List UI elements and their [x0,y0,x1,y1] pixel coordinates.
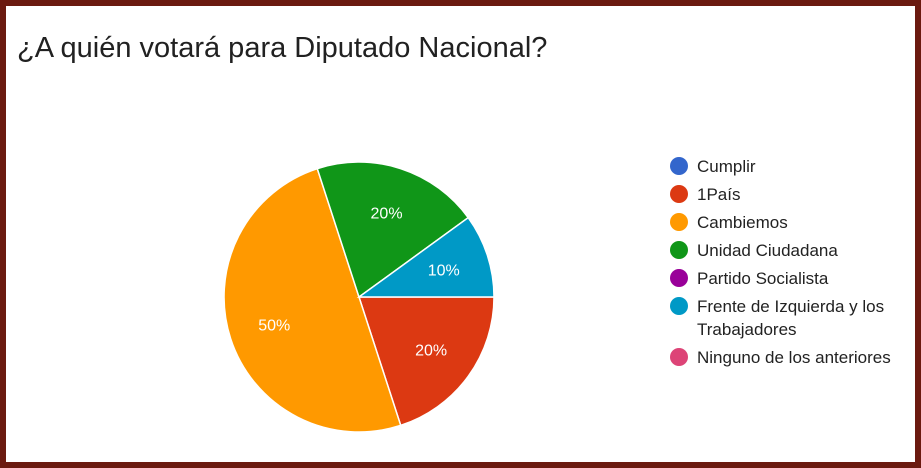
pie-slice-frente-de-izquierda-y-los-trabajadores[interactable] [356,216,495,298]
legend-item[interactable]: Cambiemos [670,211,908,234]
chart-title: ¿A quién votará para Diputado Nacional? [17,32,548,64]
legend-swatch [670,269,688,287]
pie-slice-cambiemos[interactable] [223,167,402,433]
slice-data-label: 20% [371,205,403,222]
legend-label: Frente de Izquierda y los Trabajadores [697,297,885,339]
chart-legend: Cumplir 1País Cambiemos Unidad Ciudadana Par… [670,155,908,374]
legend-item[interactable]: Ninguno de los anteriores [670,346,908,369]
legend-item[interactable]: Partido Socialista [670,267,908,290]
legend-label: Partido Socialista [697,269,829,288]
legend-swatch [670,348,688,366]
legend-swatch [670,213,688,231]
legend-swatch [670,241,688,259]
slice-data-label: 20% [415,342,447,359]
legend-label: 1País [697,185,741,204]
legend-item[interactable]: Frente de Izquierda y los Trabajadores [670,295,908,341]
legend-item[interactable]: Cumplir [670,155,908,178]
legend-label: Ninguno de los anteriores [697,348,891,367]
pie-slice-1pa-s[interactable] [357,296,495,427]
legend-swatch [670,157,688,175]
legend-label: Unidad Ciudadana [697,241,838,260]
legend-label: Cumplir [697,157,756,176]
legend-swatch [670,185,688,203]
legend-item[interactable]: 1País [670,183,908,206]
pie-slice-unidad-ciudadana[interactable] [316,161,470,299]
legend-swatch [670,297,688,315]
legend-label: Cambiemos [697,213,788,232]
slice-data-label: 10% [428,262,460,279]
slice-data-label: 50% [258,318,290,335]
legend-item[interactable]: Unidad Ciudadana [670,239,908,262]
